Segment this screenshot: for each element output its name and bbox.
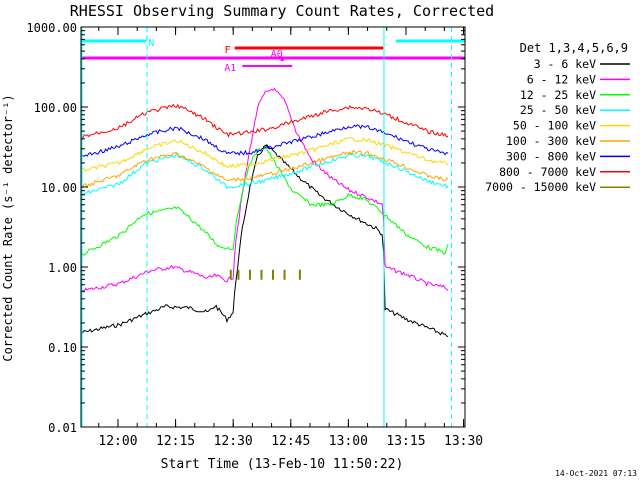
- footer-date: 14-Oct-2021 07:13: [555, 469, 637, 478]
- x-tick-label: 12:45: [271, 434, 310, 449]
- y-tick-label: 0.10: [48, 341, 77, 355]
- series-line-4: [80, 136, 449, 172]
- legend-title: Det 1,3,4,5,6,9: [520, 41, 628, 55]
- chart-title: RHESSI Observing Summary Count Rates, Co…: [70, 2, 494, 20]
- legend-label: 3 - 6 keV: [534, 57, 596, 71]
- series-line-0: [80, 144, 449, 338]
- y-tick-label: 100.00: [34, 101, 77, 115]
- legend-label: 800 - 7000 keV: [499, 165, 596, 179]
- x-tick-label: 13:15: [386, 434, 425, 449]
- vertical-markers: [81, 27, 453, 427]
- flag-bars: N F A0 A1: [81, 38, 465, 74]
- x-tick-label: 12:00: [98, 434, 137, 449]
- y-tick-label: 0.01: [48, 421, 77, 435]
- legend-label: 12 - 25 keV: [520, 88, 596, 102]
- plot-frame: [80, 26, 466, 428]
- legend-label: 7000 - 15000 keV: [485, 180, 596, 194]
- y-tick-label: 1000.00: [26, 21, 77, 35]
- flag-label: N: [148, 38, 154, 49]
- legend-label: 300 - 800 keV: [506, 149, 596, 163]
- flag-label: F: [225, 45, 231, 56]
- legend-label: 100 - 300 keV: [506, 134, 596, 148]
- series-line-7: [80, 103, 449, 140]
- x-tick-label: 13:30: [444, 434, 483, 449]
- axes-group: 1000.00 100.00 10.00 1.00 0.10 0.01 12:00 12:15…: [26, 21, 483, 449]
- series-line-6: [80, 124, 449, 158]
- flag-label: A1: [224, 63, 236, 74]
- x-tick-label: 13:00: [329, 434, 368, 449]
- flag-label: A0: [271, 49, 283, 60]
- legend-label: 50 - 100 keV: [513, 119, 596, 133]
- series-line-1: [80, 87, 449, 293]
- legend-label: 25 - 50 keV: [520, 103, 596, 117]
- y-tick-label: 10.00: [41, 181, 77, 195]
- x-axis-label: Start Time (13-Feb-10 11:50:22): [161, 457, 404, 472]
- series-line-3: [80, 152, 449, 196]
- legend-label: 6 - 12 keV: [527, 72, 596, 86]
- series-group: [80, 87, 449, 338]
- y-tick-label: 1.00: [48, 261, 77, 275]
- y-axis-label: Corrected Count Rate (s⁻¹ detector⁻¹): [1, 94, 15, 361]
- x-tick-label: 12:15: [156, 434, 195, 449]
- series-line-5: [80, 150, 449, 189]
- x-tick-label: 12:30: [214, 434, 253, 449]
